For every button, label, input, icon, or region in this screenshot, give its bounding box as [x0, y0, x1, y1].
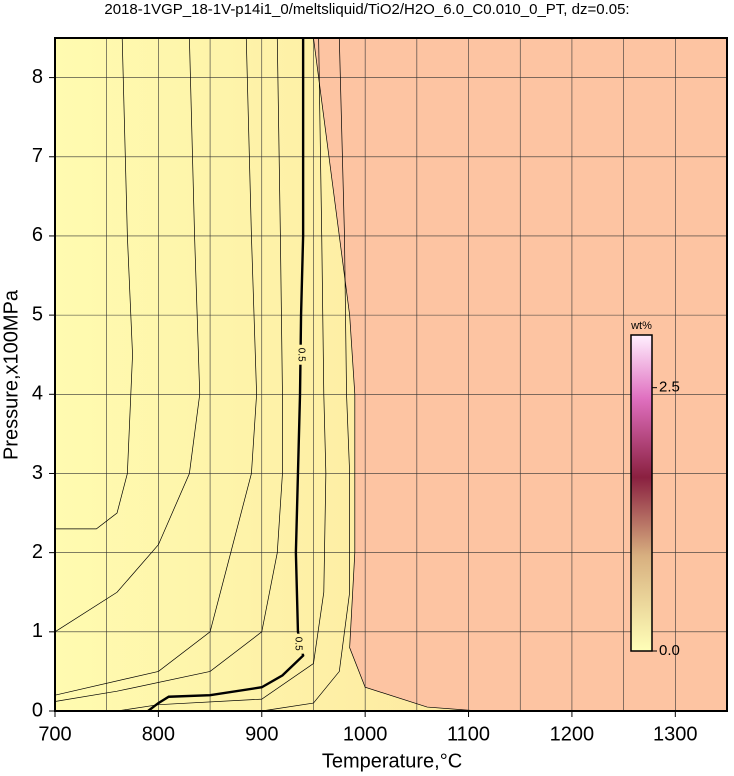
contour-label: 0.5 [295, 348, 306, 362]
contour-line [55, 37, 133, 530]
y-tick-label: 6 [32, 224, 43, 246]
y-tick-label: 8 [32, 66, 43, 88]
y-tick-label: 5 [32, 303, 43, 325]
plot-frame [54, 37, 728, 712]
y-tick-label: 2 [32, 541, 43, 563]
x-tick-label: 800 [142, 723, 175, 745]
colorbar-tick-label: 0.0 [659, 642, 680, 659]
y-tick-label: 3 [32, 462, 43, 484]
y-tick-label: 4 [32, 383, 43, 405]
region-fill [55, 38, 479, 711]
contour-label: 0.5 [292, 637, 303, 651]
contour-line [313, 37, 479, 712]
x-tick-label: 1100 [447, 723, 490, 745]
contour-line [54, 37, 201, 633]
x-tick-label: 700 [38, 723, 71, 745]
colorbar [630, 334, 653, 652]
x-tick-label: 1300 [653, 723, 698, 745]
x-tick-label: 1000 [343, 723, 388, 745]
x-tick-label: 900 [245, 723, 278, 745]
contour-line [54, 37, 257, 696]
label-bg [291, 633, 304, 654]
chart-title: 2018-1VGP_18-1V-p14i1_0/meltsliquid/TiO2… [104, 1, 629, 18]
colorbar-tick-label: 2.5 [659, 379, 680, 396]
x-tick-label: 1200 [550, 723, 595, 745]
colorbar-label: wt% [630, 320, 652, 332]
contour-line [116, 37, 327, 712]
y-tick-label: 1 [32, 620, 43, 642]
y-tick-label: 0 [32, 699, 43, 721]
x-axis-label: Temperature,°C [322, 750, 462, 772]
y-axis-label: Pressure,x100MPa [0, 289, 22, 460]
contour-line [147, 38, 305, 712]
contour-line [54, 37, 283, 702]
y-tick-label: 7 [32, 145, 43, 167]
contour-line [261, 37, 350, 712]
label-bg [295, 344, 308, 365]
